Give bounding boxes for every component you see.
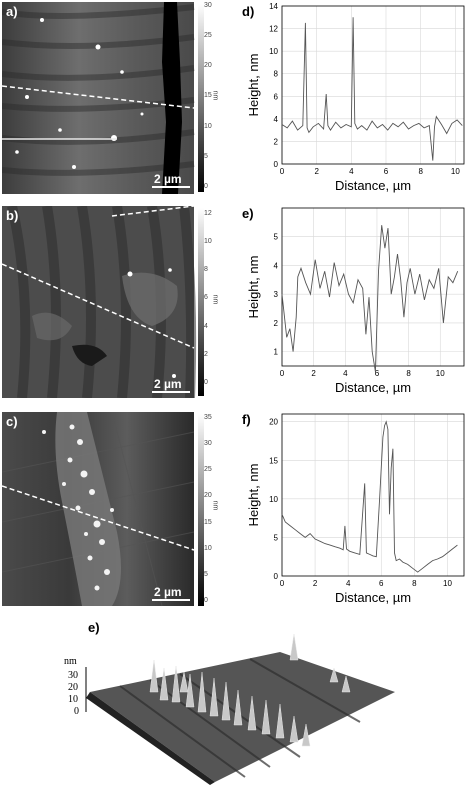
x-tick-label: 4 <box>349 167 354 176</box>
panel-c-letter: c) <box>6 414 18 429</box>
height-profile-f: 0 2 4 6 8 10 0 5 10 15 20 Distance, µm Height, nm f) <box>242 412 465 605</box>
axis-3d-tick: 30 <box>68 670 78 681</box>
series-line <box>281 420 458 573</box>
plot-frame <box>281 413 465 577</box>
x-tick-label: 6 <box>375 369 380 378</box>
cbar-tick: 25 <box>204 466 212 474</box>
x-tick-label: 4 <box>346 579 351 588</box>
colorbar-a-unit: nm <box>211 90 219 101</box>
cbar-tick: 20 <box>204 492 212 500</box>
colorbar-b-unit: nm <box>211 294 219 305</box>
y-tick-label: 14 <box>269 2 278 11</box>
panel-label: f) <box>242 412 251 427</box>
y-tick-label: 4 <box>274 115 279 124</box>
cbar-tick: 10 <box>204 238 212 246</box>
cbar-tick: 20 <box>204 62 212 70</box>
x-tick-label: 8 <box>406 369 411 378</box>
y-tick-label: 4 <box>274 261 279 270</box>
panel-a-scalebar: 2 µm <box>154 172 182 186</box>
x-axis-label: Distance, µm <box>335 380 411 395</box>
afm-image-a: a) 2 µm <box>2 2 204 194</box>
panel-c-scalebar: 2 µm <box>154 585 182 599</box>
panel-b-letter: b) <box>6 208 18 223</box>
y-tick-label: 8 <box>274 70 279 79</box>
y-tick-label: 2 <box>274 137 279 146</box>
cbar-tick: 2 <box>204 350 208 358</box>
panel-3d-letter: e) <box>88 620 100 635</box>
y-axis-label: Height, nm <box>246 54 261 117</box>
x-tick-label: 6 <box>379 579 384 588</box>
x-tick-label: 2 <box>314 167 319 176</box>
cbar-tick: 10 <box>204 544 212 552</box>
y-tick-label: 1 <box>274 348 279 357</box>
x-tick-label: 8 <box>418 167 423 176</box>
axis-3d-tick: 20 <box>68 682 78 693</box>
y-tick-label: 2 <box>274 319 279 328</box>
x-tick-label: 2 <box>311 369 316 378</box>
cbar-tick: 0 <box>204 182 208 190</box>
cbar-tick: 30 <box>204 2 212 9</box>
colorbar-a-ticks: 30 25 20 15 10 5 0 <box>204 2 218 190</box>
x-tick-label: 10 <box>436 369 445 378</box>
y-tick-label: 5 <box>274 233 279 242</box>
panel-label: e) <box>242 206 254 221</box>
colorbar-b-ticks: 12 10 8 6 4 2 0 <box>204 210 218 386</box>
colorbar-c-ticks: 35 30 25 20 15 10 5 0 <box>204 414 218 604</box>
plot-frame <box>281 5 465 165</box>
x-tick-label: 6 <box>384 167 389 176</box>
axis-3d-tick: 10 <box>68 694 78 705</box>
y-tick-label: 5 <box>274 533 279 542</box>
y-axis-label: Height, nm <box>246 256 261 319</box>
x-tick-label: 8 <box>412 579 417 588</box>
y-tick-label: 6 <box>274 92 279 101</box>
x-tick-label: 10 <box>443 579 452 588</box>
panel-a-letter: a) <box>6 4 18 19</box>
y-tick-label: 3 <box>274 290 279 299</box>
y-tick-label: 15 <box>269 456 278 465</box>
x-axis-label: Distance, µm <box>335 178 411 193</box>
afm-image-c: c) 2 µm <box>2 412 204 607</box>
cbar-tick: 0 <box>204 378 208 386</box>
cbar-tick: 10 <box>204 122 212 130</box>
x-tick-label: 4 <box>343 369 348 378</box>
y-tick-label: 10 <box>269 47 278 56</box>
cbar-tick: 6 <box>204 294 208 302</box>
cbar-tick: 0 <box>204 596 208 604</box>
x-tick-label: 0 <box>280 369 285 378</box>
cbar-tick: 5 <box>204 570 208 578</box>
axis-3d-unit: nm <box>64 656 77 667</box>
y-axis-label: Height, nm <box>246 464 261 527</box>
y-tick-label: 0 <box>274 572 279 581</box>
series-line <box>281 17 463 161</box>
y-tick-label: 10 <box>269 495 278 504</box>
panel-label: d) <box>242 4 254 19</box>
afm-3d-surface: e) nm 30 20 10 0 <box>64 620 395 785</box>
cbar-tick: 12 <box>204 210 212 217</box>
cbar-tick: 5 <box>204 152 208 160</box>
panel-b-scalebar: 2 µm <box>154 377 182 391</box>
cbar-tick: 35 <box>204 414 212 421</box>
series-line <box>281 225 459 372</box>
cbar-tick: 8 <box>204 266 208 274</box>
plot-frame <box>281 207 465 367</box>
cbar-tick: 15 <box>204 92 212 100</box>
cbar-tick: 30 <box>204 440 212 448</box>
x-tick-label: 10 <box>451 167 460 176</box>
x-tick-label: 2 <box>313 579 318 588</box>
cbar-tick: 25 <box>204 32 212 40</box>
y-tick-label: 12 <box>269 25 278 34</box>
afm-image-b: b) 2 µm <box>2 206 204 398</box>
axis-3d-tick: 0 <box>74 706 79 717</box>
cbar-tick: 15 <box>204 518 212 526</box>
cbar-tick: 4 <box>204 322 208 330</box>
colorbar-c-unit: nm <box>211 500 219 511</box>
y-tick-label: 20 <box>269 418 278 427</box>
x-axis-label: Distance, µm <box>335 590 411 605</box>
height-profile-d: 0 2 4 6 8 10 0 2 4 6 8 10 12 14 Distance, µm Height, nm… <box>242 2 465 193</box>
y-tick-label: 0 <box>274 160 279 169</box>
x-tick-label: 0 <box>280 579 285 588</box>
x-tick-label: 0 <box>280 167 285 176</box>
